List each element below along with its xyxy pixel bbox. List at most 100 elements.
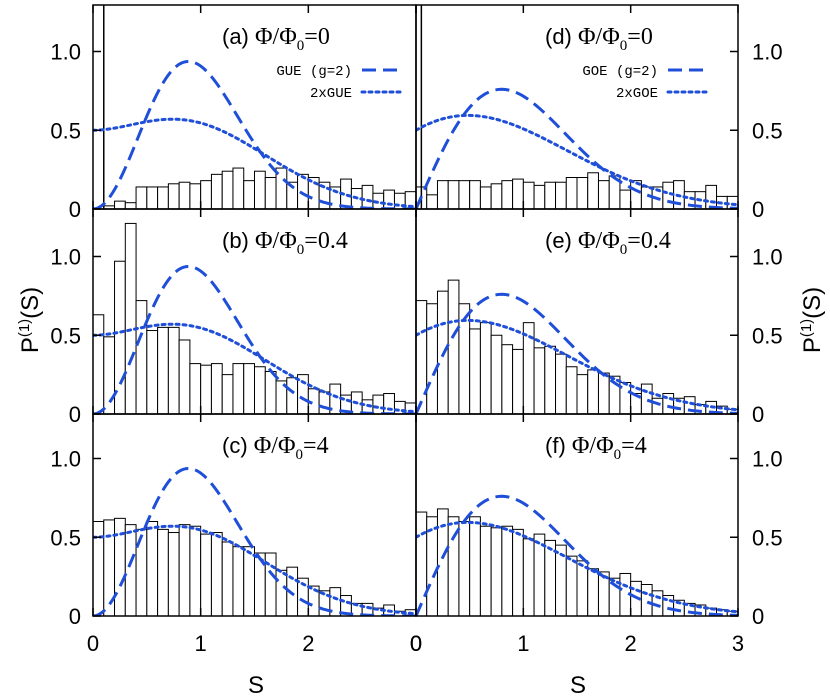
- histogram-bar: [243, 180, 256, 209]
- histogram-bar: [533, 184, 546, 209]
- panel-label-a: (a) Φ/Φ0=0: [222, 24, 330, 54]
- histogram-bar: [221, 541, 234, 616]
- histogram-bar: [135, 186, 148, 209]
- x-tick-label: 3: [732, 631, 744, 656]
- histogram-bar: [555, 353, 567, 414]
- histogram-e: [416, 279, 738, 414]
- y-axis-label-left: P(1)(S): [16, 287, 44, 353]
- histogram-bar: [157, 326, 169, 414]
- histogram-bar: [404, 191, 416, 209]
- y-tick-label: 1.0: [50, 40, 81, 65]
- histogram-bar: [565, 366, 578, 414]
- histogram-bar: [544, 181, 557, 209]
- y-tick-label: 0: [752, 402, 764, 427]
- histogram-bar: [135, 300, 148, 414]
- histogram-bar: [221, 374, 234, 414]
- axes-layer: 00.51.000.51.000.51.00 1 2 000.51.000.51.00…: [50, 4, 783, 656]
- x-axis-label-left: S: [248, 672, 264, 698]
- histogram-bar: [469, 328, 481, 414]
- histogram-bar: [447, 180, 460, 209]
- panel-label-d: (d) Φ/Φ0=0: [545, 24, 653, 54]
- histogram-bar: [501, 180, 514, 209]
- histogram-bar: [416, 300, 428, 414]
- histogram-bar: [522, 181, 535, 209]
- legend-entry-single: GOE (g=2): [582, 64, 658, 80]
- legend-entry-single: GUE (g=2): [276, 64, 352, 80]
- curve-single-gue: [93, 264, 416, 414]
- legend-entry-double: 2xGUE: [310, 86, 352, 102]
- y-tick-label: 1.0: [752, 447, 783, 472]
- curve-double-gue: [93, 524, 416, 616]
- histogram-bar: [576, 374, 589, 414]
- curve-double-gue: [93, 117, 416, 209]
- histogram-bar: [587, 369, 599, 414]
- histogram-bar: [361, 184, 374, 209]
- histogram-bar: [587, 172, 599, 209]
- curve-single-goe: [416, 494, 738, 616]
- y-tick-label: 0.5: [752, 118, 783, 143]
- histogram-bar: [103, 336, 116, 414]
- histogram-c: [93, 517, 416, 616]
- y-tick-label: 0.5: [50, 525, 81, 550]
- histogram-bar: [479, 525, 492, 616]
- legend-d: GOE (g=2) 2xGOE: [582, 64, 710, 102]
- y-tick-label: 0.5: [50, 323, 81, 348]
- histogram-bar: [232, 167, 245, 209]
- y-tick-label: 0: [69, 604, 81, 629]
- histogram-bar: [178, 339, 191, 414]
- histogram-d: [416, 172, 738, 209]
- histogram-bar: [479, 186, 492, 209]
- histogram-bar: [479, 322, 492, 414]
- histogram-bar: [533, 347, 546, 414]
- histogram-bar: [426, 303, 438, 414]
- curves-a: [93, 59, 416, 209]
- curve-double-goe: [416, 318, 738, 412]
- histogram-bar: [383, 393, 395, 414]
- histogram-bar: [436, 180, 449, 209]
- curves-e: [416, 292, 738, 414]
- histogram-bar: [544, 345, 557, 414]
- x-tick-label: 2: [302, 631, 314, 656]
- y-tick-label: 0: [752, 197, 764, 222]
- histogram-bar: [264, 370, 277, 414]
- histogram-f: [416, 508, 738, 616]
- legend-a: GUE (g=2) 2xGUE: [276, 64, 404, 102]
- histogram-bar: [469, 180, 481, 209]
- legend-entry-double: 2xGOE: [616, 86, 658, 102]
- histogram-bar: [297, 173, 309, 209]
- curve-single-gue: [93, 466, 416, 616]
- histogram-bar: [243, 363, 256, 414]
- panel-f: (f) Φ/Φ0=4: [416, 433, 738, 616]
- histogram-bar: [522, 538, 535, 616]
- curves-c: [93, 466, 416, 616]
- curves-d: [416, 87, 738, 209]
- histogram-bar: [404, 402, 416, 414]
- x-axis-label-right: S: [570, 672, 586, 698]
- histogram-bar: [597, 180, 610, 209]
- panel-label-b: (b) Φ/Φ0=0.4: [222, 228, 348, 258]
- histogram-bar: [93, 314, 105, 414]
- histogram-bar: [167, 326, 180, 414]
- histogram-bar: [146, 521, 159, 616]
- histogram-bar: [264, 177, 277, 209]
- histogram-bar: [167, 532, 180, 616]
- curve-single-gue: [93, 59, 416, 209]
- histogram-bar: [597, 372, 610, 414]
- histogram-bar: [146, 330, 159, 414]
- histogram-bar: [254, 366, 266, 414]
- histogram-bar: [189, 363, 202, 414]
- histogram-bar: [114, 200, 126, 209]
- histogram-bar: [662, 181, 675, 209]
- histogram-bar: [512, 528, 524, 616]
- histogram-bar: [189, 183, 202, 209]
- histogram-bar: [124, 524, 137, 616]
- panel-e: (e) Φ/Φ0=0.4: [416, 228, 738, 414]
- histogram-bar: [619, 189, 632, 209]
- histogram-bar: [501, 525, 514, 616]
- histogram-bar: [286, 377, 299, 414]
- y-tick-label: 0: [69, 197, 81, 222]
- histogram-bar: [501, 344, 514, 414]
- histogram-bar: [275, 569, 288, 616]
- histogram-bar: [512, 178, 524, 209]
- histogram-bar: [200, 533, 212, 616]
